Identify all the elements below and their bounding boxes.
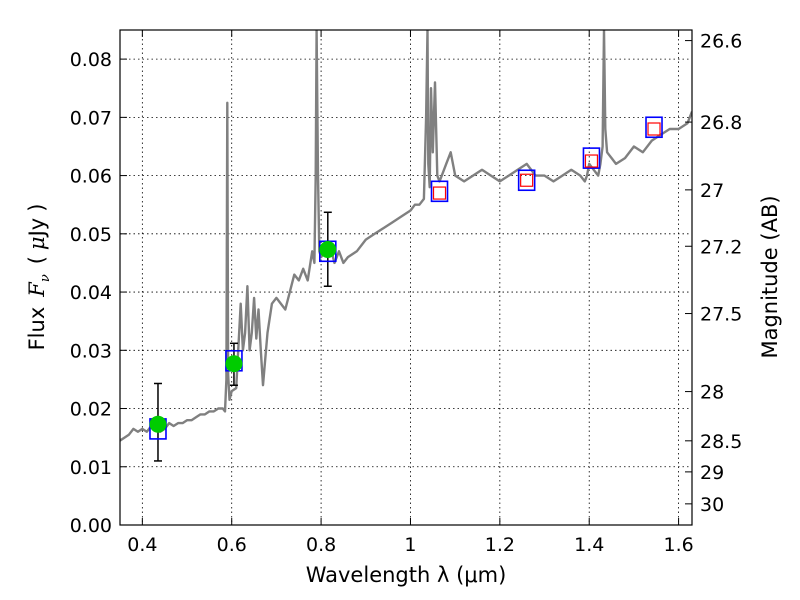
y-tick-label: 0.02 <box>70 399 112 421</box>
model-box-marker <box>582 147 601 169</box>
x-tick-label: 0.6 <box>217 534 247 556</box>
model-inner-marker <box>432 186 447 200</box>
y2-tick-label: 28 <box>700 382 724 404</box>
observed-point <box>319 241 337 259</box>
y-axis-title-open: ( <box>25 256 49 264</box>
y-tick-label: 0.05 <box>70 224 112 246</box>
model-inner-marker <box>647 122 661 136</box>
y-axis-title-close: ) <box>25 204 49 212</box>
y-tick-label: 0.08 <box>70 49 112 71</box>
model-inner-marker <box>520 173 534 187</box>
x-tick-label: 0.8 <box>306 534 336 556</box>
model-box-marker <box>517 169 536 192</box>
x-axis-title: Wavelength λ (μm) <box>306 563 507 587</box>
y-axis-title: Flux Fν ( μJy) <box>25 204 53 351</box>
observed-point <box>225 355 243 373</box>
spectrum-line <box>120 30 692 442</box>
y2-tick-label: 27.5 <box>700 304 742 326</box>
x-tick-label: 1.4 <box>574 534 604 556</box>
plot-background <box>120 30 692 525</box>
grid <box>120 30 692 526</box>
x-tick-label: 0.4 <box>127 534 157 556</box>
y-axis-title-word: Flux <box>25 307 49 351</box>
y-axis-title-mu: μ <box>25 236 49 250</box>
plot-frame <box>119 29 693 526</box>
y2-tick-label: 30 <box>700 494 724 516</box>
y2-tick-label: 28.5 <box>700 431 742 453</box>
y-tick-label: 0.01 <box>70 457 112 479</box>
y-tick-label: 0.00 <box>70 515 112 537</box>
model-inner-marker <box>584 154 599 168</box>
y2-tick-label: 26.8 <box>700 112 742 134</box>
observed-point <box>149 415 167 433</box>
x-tick-label: 1 <box>404 534 416 556</box>
model-box-marker <box>645 116 663 139</box>
y2-axis-title: Magnitude (AB) <box>758 195 782 358</box>
y2-tick-label: 29 <box>700 462 724 484</box>
y-axis-title-unit: Jy <box>25 218 49 239</box>
plot-area <box>120 30 692 442</box>
ticks: 0.4 0.6 0.8 1 1.2 1.4 1.6 0.00 0.01 0.02 0.03 0.04 0… <box>70 30 742 556</box>
model-box-marker <box>430 180 449 203</box>
y-axis-title-symbol: F <box>25 281 49 298</box>
y-tick-label: 0.03 <box>70 340 112 362</box>
y2-tick-label: 27 <box>700 180 724 202</box>
markers <box>149 116 663 462</box>
x-tick-label: 1.2 <box>485 534 515 556</box>
y2-tick-label: 26.6 <box>700 31 742 53</box>
y-tick-label: 0.07 <box>70 107 112 129</box>
x-tick-label: 1.6 <box>663 534 693 556</box>
y-axis-title-subscript: ν <box>38 274 53 282</box>
y-tick-label: 0.06 <box>70 166 112 188</box>
y2-tick-label: 27.2 <box>700 236 742 258</box>
y-tick-label: 0.04 <box>70 282 112 304</box>
